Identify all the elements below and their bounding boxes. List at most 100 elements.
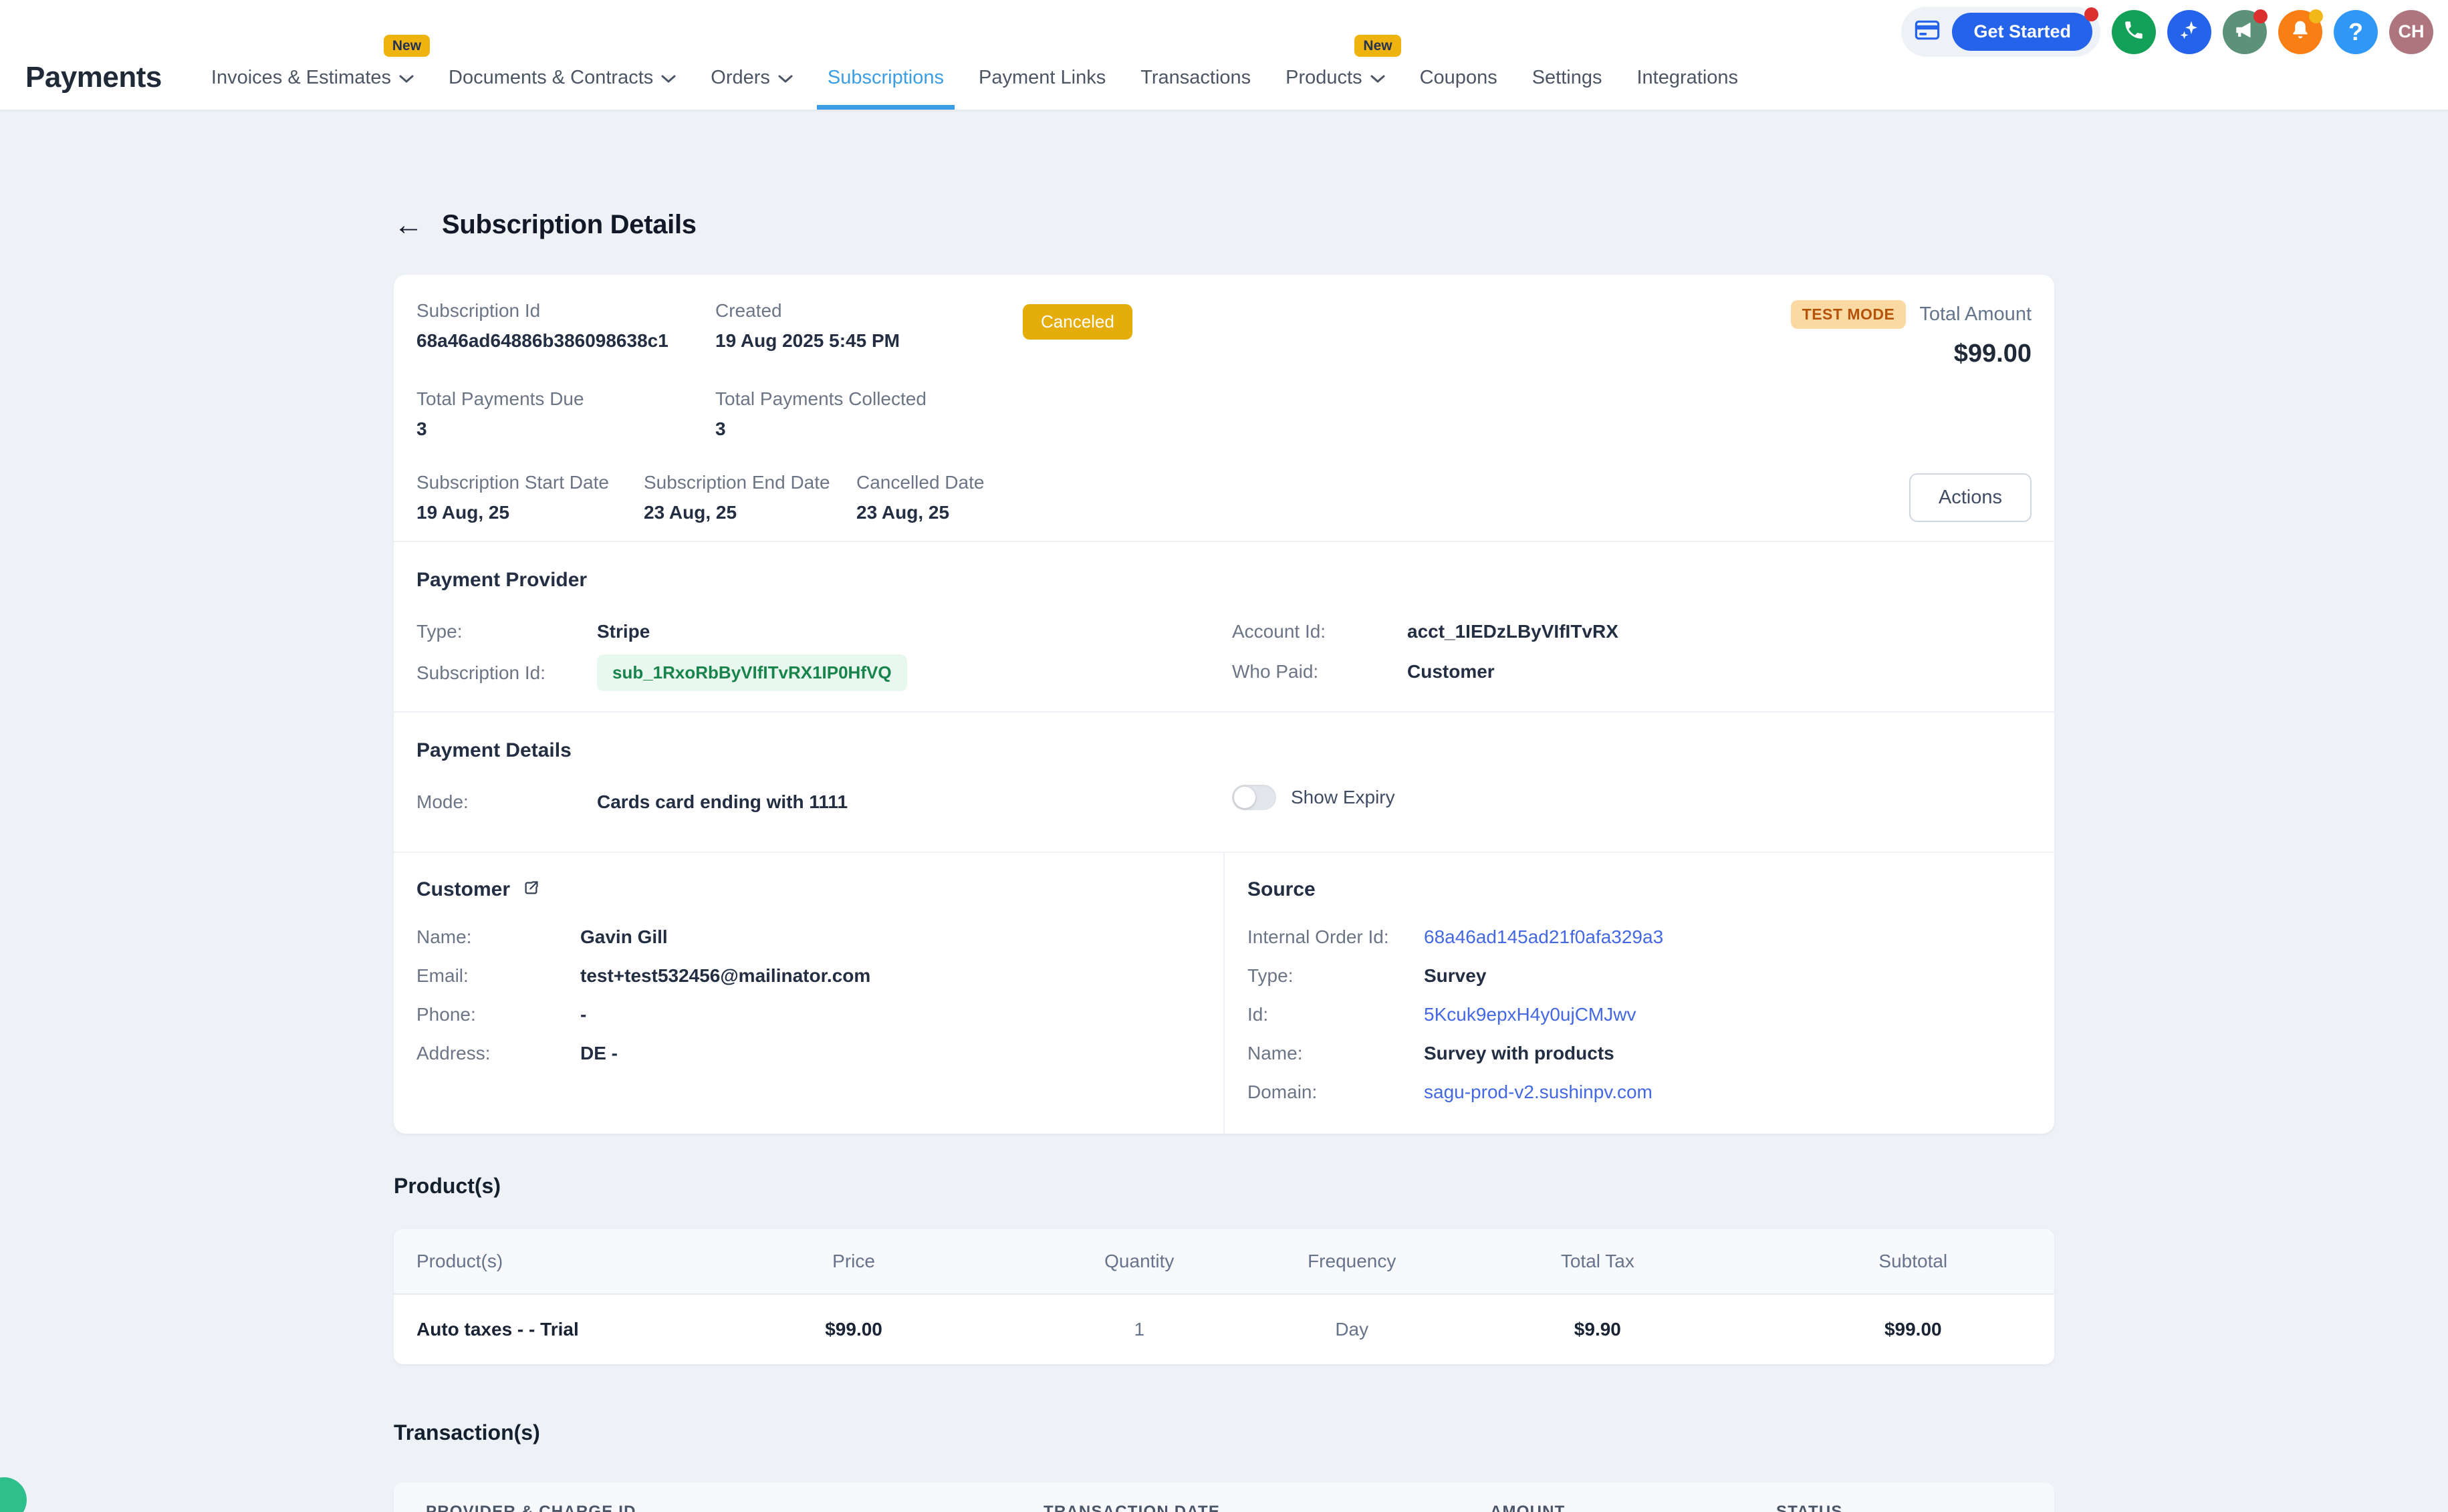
page-header: ← Subscription Details bbox=[394, 210, 2054, 240]
nav-item-label: Integrations bbox=[1636, 66, 1739, 88]
section-divider bbox=[394, 711, 2054, 713]
nav-item-integrations[interactable]: Integrations bbox=[1637, 45, 1739, 110]
nav-item-invoices-estimates[interactable]: Invoices & Estimates New bbox=[211, 35, 431, 110]
customer-email-value: test+test532456@mailinator.com bbox=[580, 965, 871, 986]
product-subtotal-cell: $99.00 bbox=[1884, 1319, 1942, 1340]
new-badge: New bbox=[1354, 35, 1401, 57]
product-price-cell: $99.00 bbox=[825, 1319, 882, 1340]
main-content: ← Subscription Details Subscription Id 6… bbox=[394, 210, 2054, 1512]
status-badge: Canceled bbox=[1023, 304, 1132, 340]
internal-order-id-link[interactable]: 68a46ad145ad21f0afa329a3 bbox=[1424, 926, 1664, 947]
who-paid-value: Customer bbox=[1407, 661, 1495, 682]
total-payments-collected-label: Total Payments Collected bbox=[715, 388, 927, 409]
subscription-id-value: 68a46ad64886b386098638c1 bbox=[416, 330, 668, 351]
nav-item-label: Settings bbox=[1532, 66, 1602, 88]
internal-order-id-label: Internal Order Id: bbox=[1247, 926, 1389, 947]
actions-button[interactable]: Actions bbox=[1909, 473, 2032, 522]
total-amount-value: $99.00 bbox=[1953, 340, 2032, 368]
cancelled-date-value: 23 Aug, 25 bbox=[856, 502, 950, 523]
column-header-subtotal: Subtotal bbox=[1878, 1251, 1948, 1271]
nav-item-products[interactable]: Products New bbox=[1286, 35, 1401, 110]
section-divider bbox=[394, 852, 2054, 853]
sparkles-icon bbox=[2177, 18, 2201, 45]
product-row: Auto taxes - - Trial $99.00 1 Day $9.90 … bbox=[394, 1293, 2054, 1364]
customer-name-label: Name: bbox=[416, 926, 472, 947]
bell-icon bbox=[2289, 19, 2312, 45]
column-header-price: Price bbox=[832, 1251, 875, 1271]
total-payments-due-value: 3 bbox=[416, 418, 427, 439]
account-id-value: acct_1IEDzLByVIfITvRX bbox=[1407, 621, 1618, 642]
megaphone-icon bbox=[2233, 19, 2256, 45]
subscription-card: Subscription Id 68a46ad64886b386098638c1… bbox=[394, 275, 2054, 1134]
transactions-heading: Transaction(s) bbox=[394, 1420, 540, 1444]
source-domain-link[interactable]: sagu-prod-v2.sushinpv.com bbox=[1424, 1082, 1653, 1102]
nav-item-label: Documents & Contracts bbox=[449, 66, 654, 88]
source-name-value: Survey with products bbox=[1424, 1043, 1614, 1063]
chevron-down-icon bbox=[778, 74, 793, 84]
page-title: Subscription Details bbox=[442, 210, 697, 239]
source-section: Source Internal Order Id: 68a46ad145ad21… bbox=[1223, 853, 2054, 1134]
nav-item-label: Orders bbox=[711, 66, 770, 88]
nav-item-payment-links[interactable]: Payment Links bbox=[979, 45, 1106, 110]
test-mode-badge: TEST MODE bbox=[1790, 300, 1907, 329]
show-expiry-toggle[interactable] bbox=[1232, 785, 1276, 810]
external-link-icon[interactable] bbox=[522, 879, 540, 900]
total-amount-label: Total Amount bbox=[1919, 303, 2032, 325]
toggle-knob bbox=[1234, 787, 1255, 808]
notifications-button[interactable] bbox=[2278, 9, 2323, 54]
new-badge: New bbox=[383, 35, 431, 57]
nav-item-documents-contracts[interactable]: Documents & Contracts bbox=[449, 45, 676, 110]
get-started-pill[interactable]: Get Started bbox=[1901, 7, 2100, 57]
section-divider bbox=[394, 541, 2054, 542]
product-quantity-cell: 1 bbox=[1134, 1319, 1145, 1340]
created-label: Created bbox=[715, 300, 782, 321]
header-actions-cluster: Get Started ? CH bbox=[1901, 7, 2433, 57]
phone-icon bbox=[2122, 19, 2145, 45]
end-date-value: 23 Aug, 25 bbox=[644, 502, 737, 523]
announcements-button[interactable] bbox=[2223, 9, 2268, 54]
ai-assistant-button[interactable] bbox=[2167, 9, 2211, 54]
source-domain-label: Domain: bbox=[1247, 1082, 1318, 1102]
product-name-cell: Auto taxes - - Trial bbox=[416, 1319, 579, 1340]
customer-name-value: Gavin Gill bbox=[580, 926, 668, 947]
source-type-value: Survey bbox=[1424, 965, 1487, 986]
nav-item-subscriptions[interactable]: Subscriptions bbox=[816, 45, 955, 110]
help-button[interactable]: ? bbox=[2334, 9, 2378, 54]
total-payments-due-field: Total Payments Due 3 bbox=[416, 388, 715, 440]
column-header-product: Product(s) bbox=[416, 1251, 503, 1271]
credit-card-icon bbox=[1915, 19, 1940, 44]
question-mark-icon: ? bbox=[2348, 17, 2363, 45]
source-id-link[interactable]: 5Kcuk9epxH4y0ujCMJwv bbox=[1424, 1004, 1636, 1025]
customer-section: Customer Name: Gavin Gill Email: test+te… bbox=[394, 853, 1223, 1134]
provider-subscription-id-value[interactable]: sub_1RxoRbByVIfITvRX1IP0HfVQ bbox=[597, 654, 907, 691]
transactions-table: PROVIDER & CHARGE ID TRANSACTION DATE AM… bbox=[394, 1483, 2054, 1512]
nav-item-orders[interactable]: Orders bbox=[711, 45, 793, 110]
nav-item-coupons[interactable]: Coupons bbox=[1420, 45, 1497, 110]
created-value: 19 Aug 2025 5:45 PM bbox=[715, 330, 900, 351]
payment-details-heading: Payment Details bbox=[416, 739, 572, 761]
chat-widget-button[interactable] bbox=[0, 1477, 27, 1512]
source-name-label: Name: bbox=[1247, 1043, 1303, 1063]
phone-button[interactable] bbox=[2112, 9, 2156, 54]
provider-subscription-id-label: Subscription Id: bbox=[416, 662, 545, 683]
who-paid-label: Who Paid: bbox=[1232, 661, 1319, 682]
start-date-label: Subscription Start Date bbox=[416, 472, 609, 493]
source-id-label: Id: bbox=[1247, 1004, 1269, 1025]
back-arrow-icon[interactable]: ← bbox=[394, 208, 423, 241]
total-payments-collected-field: Total Payments Collected 3 bbox=[715, 388, 1023, 440]
column-header-provider-charge-id: PROVIDER & CHARGE ID bbox=[426, 1503, 636, 1512]
total-payments-due-label: Total Payments Due bbox=[416, 388, 584, 409]
column-header-transaction-date: TRANSACTION DATE bbox=[1044, 1503, 1221, 1512]
nav-item-label: Transactions bbox=[1140, 66, 1251, 88]
cancelled-date-label: Cancelled Date bbox=[856, 472, 985, 493]
user-avatar[interactable]: CH bbox=[2389, 9, 2433, 54]
created-field: Created 19 Aug 2025 5:45 PM bbox=[715, 300, 1023, 368]
get-started-button[interactable]: Get Started bbox=[1952, 13, 2092, 51]
nav-item-transactions[interactable]: Transactions bbox=[1140, 45, 1251, 110]
customer-phone-value: - bbox=[580, 1004, 587, 1025]
nav-item-settings[interactable]: Settings bbox=[1532, 45, 1602, 110]
end-date-label: Subscription End Date bbox=[644, 472, 830, 493]
chevron-down-icon bbox=[661, 74, 676, 84]
products-table-header: Product(s) Price Quantity Frequency Tota… bbox=[394, 1229, 2054, 1293]
nav-item-label: Coupons bbox=[1419, 66, 1497, 88]
